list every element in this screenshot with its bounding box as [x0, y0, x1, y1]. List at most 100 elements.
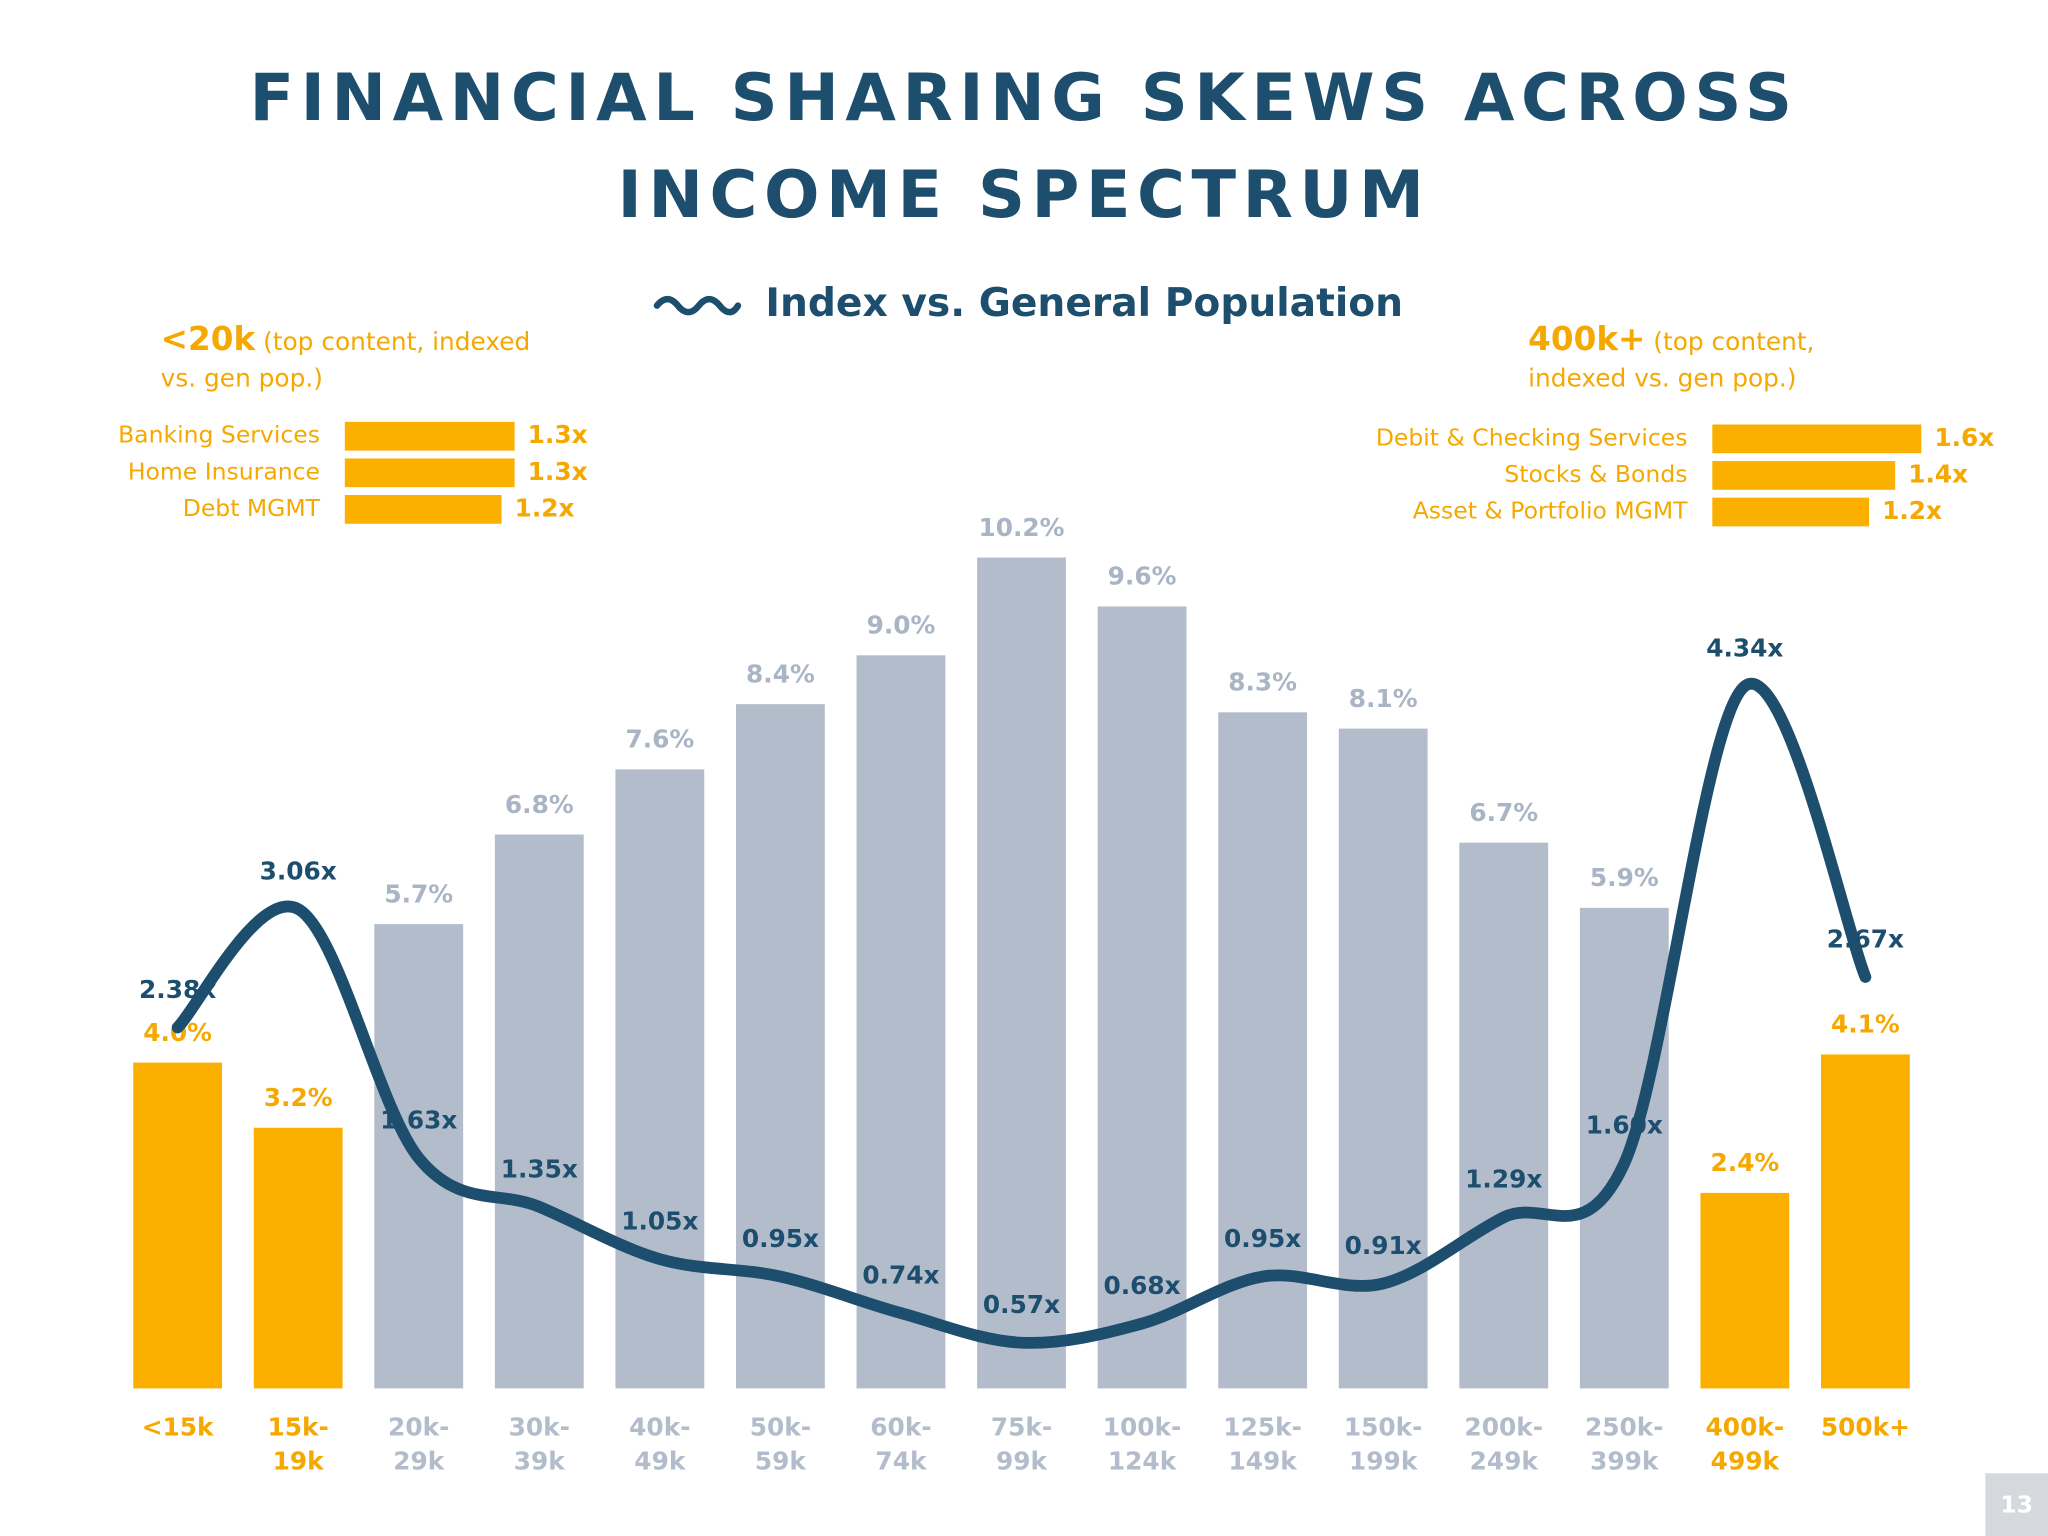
panel-subtitle: (top content, indexed vs. gen pop.)	[160, 327, 531, 394]
panel-heading-box: 400k+ (top content, indexed vs. gen pop.…	[1528, 321, 1907, 397]
line-value-label: 1.63x	[380, 1106, 457, 1135]
bar-value-label: 5.9%	[1590, 863, 1659, 892]
bar	[133, 1062, 223, 1389]
line-value-label: 0.74x	[862, 1261, 939, 1290]
x-tick-label: 500k+	[1820, 1413, 1910, 1442]
bar	[1700, 1192, 1790, 1389]
x-tick-label: 250k-399k	[1584, 1413, 1664, 1476]
y-tick-label: Stocks & Bonds	[1504, 460, 1687, 488]
line-value-label: 0.68x	[1103, 1271, 1180, 1300]
bar	[1459, 842, 1549, 1389]
bar-value-label: 1.3x	[528, 420, 588, 449]
bar	[1712, 461, 1896, 490]
bar	[494, 834, 584, 1389]
x-tick-label: 75k-99k	[990, 1413, 1053, 1476]
x-tick-label-box: <15k	[141, 1413, 214, 1442]
bar-value-label: 6.8%	[505, 790, 574, 819]
bar	[253, 1127, 343, 1389]
bar	[1097, 606, 1187, 1389]
line-value-label: 1.35x	[501, 1154, 578, 1183]
x-tick-label-box: 15k-19k	[267, 1413, 329, 1476]
bar	[977, 557, 1066, 1389]
line-value-label: 3.06x	[260, 856, 337, 885]
panel-heading-box: <20k (top content, indexed vs. gen pop.)	[161, 321, 540, 397]
y-tick-label: Home Insurance	[128, 457, 320, 485]
panel-title: <20k	[160, 321, 256, 358]
x-tick-label-box: 150k-199k	[1343, 1413, 1423, 1476]
bar	[344, 458, 515, 488]
bar	[344, 495, 502, 524]
bar-value-label: 1.2x	[515, 493, 575, 522]
panel-heading: 400k+ (top content, indexed vs. gen pop.…	[1528, 321, 1907, 397]
bar-value-label: 10.2%	[979, 513, 1065, 542]
panel-subtitle: (top content, indexed vs. gen pop.)	[1528, 327, 1815, 394]
bar	[1712, 497, 1870, 527]
x-tick-label-box: 500k+	[1820, 1413, 1910, 1442]
x-tick-label-box: 75k-99k	[990, 1413, 1053, 1476]
x-tick-label-box: 250k-399k	[1584, 1413, 1664, 1476]
index-line	[171, 678, 1872, 1349]
y-tick-label: Banking Services	[118, 421, 320, 449]
bar-value-label: 5.7%	[384, 879, 453, 908]
y-tick-label: Debt MGMT	[183, 494, 321, 522]
bar-value-label: 3.2%	[264, 1083, 333, 1112]
x-tick-label-box: 60k-74k	[870, 1413, 932, 1476]
bar-value-label: 1.2x	[1882, 496, 1942, 525]
bar-value-label: 8.4%	[746, 659, 815, 688]
x-tick-label-box: 200k-249k	[1464, 1413, 1544, 1476]
x-tick-label: 125k-149k	[1223, 1413, 1302, 1476]
x-tick-label: 30k-39k	[508, 1413, 570, 1476]
bar-value-label: 6.7%	[1469, 798, 1538, 827]
x-tick-label: 60k-74k	[870, 1413, 932, 1476]
page-number: 13	[2000, 1490, 2033, 1518]
bar-value-label: 2.4%	[1710, 1148, 1779, 1177]
x-tick-label-box: 20k-29k	[388, 1413, 450, 1476]
x-tick-label: 20k-29k	[388, 1413, 450, 1476]
x-tick-label-box: 30k-39k	[508, 1413, 570, 1476]
bar-value-label: 8.1%	[1349, 684, 1418, 713]
panel-title: 400k+	[1528, 321, 1646, 358]
x-tick-label-box: 400k-499k	[1705, 1413, 1785, 1476]
page-number-box	[1985, 1473, 2048, 1536]
x-tick-label: 100k-124k	[1102, 1413, 1182, 1476]
line-value-label: 2.67x	[1827, 924, 1904, 953]
x-tick-label: 50k-59k	[749, 1413, 812, 1476]
y-tick-label: Asset & Portfolio MGMT	[1413, 497, 1688, 525]
line-value-label: 0.91x	[1345, 1231, 1422, 1260]
line-value-label: 1.05x	[621, 1207, 698, 1236]
bar-value-label: 9.0%	[867, 611, 936, 640]
panel-heading: <20k (top content, indexed vs. gen pop.)	[161, 321, 540, 397]
bar	[1820, 1054, 1910, 1389]
x-tick-label: 200k-249k	[1464, 1413, 1544, 1476]
bar-value-label: 1.3x	[528, 457, 588, 486]
x-tick-label: <15k	[141, 1413, 214, 1442]
x-tick-label-box: 125k-149k	[1223, 1413, 1302, 1476]
bar	[1712, 424, 1922, 454]
bar-value-label: 9.6%	[1108, 562, 1177, 591]
y-tick-label: Debit & Checking Services	[1376, 423, 1688, 451]
line-value-label: 1.29x	[1465, 1165, 1542, 1194]
x-tick-label: 15k-19k	[267, 1413, 329, 1476]
x-tick-label: 150k-199k	[1343, 1413, 1423, 1476]
chart-title: FINANCIAL SHARING SKEWS ACROSS INCOME SP…	[249, 60, 1799, 233]
line-value-label: 4.34x	[1706, 634, 1783, 663]
x-tick-label-box: 50k-59k	[749, 1413, 812, 1476]
bar	[344, 421, 515, 451]
x-tick-label: 400k-499k	[1705, 1413, 1785, 1476]
x-tick-label-box: 100k-124k	[1102, 1413, 1182, 1476]
title-box: FINANCIAL SHARING SKEWS ACROSS INCOME SP…	[249, 60, 1799, 233]
legend-icon	[653, 295, 742, 316]
line-value-label: 0.95x	[742, 1224, 819, 1253]
x-tick-label-box: 40k-49k	[629, 1413, 691, 1476]
bar-value-label: 1.4x	[1908, 459, 1968, 488]
bar-value-label: 4.1%	[1831, 1010, 1900, 1039]
line-value-label: 1.60x	[1586, 1111, 1663, 1140]
x-tick-label: 40k-49k	[629, 1413, 691, 1476]
legend-label: Index vs. General Population	[765, 281, 1403, 326]
bar-value-label: 8.3%	[1228, 668, 1297, 697]
bar-value-label: 1.6x	[1934, 423, 1994, 452]
bar	[615, 769, 705, 1389]
line-value-label: 0.95x	[1224, 1224, 1301, 1253]
line-value-label: 2.38x	[139, 975, 216, 1004]
